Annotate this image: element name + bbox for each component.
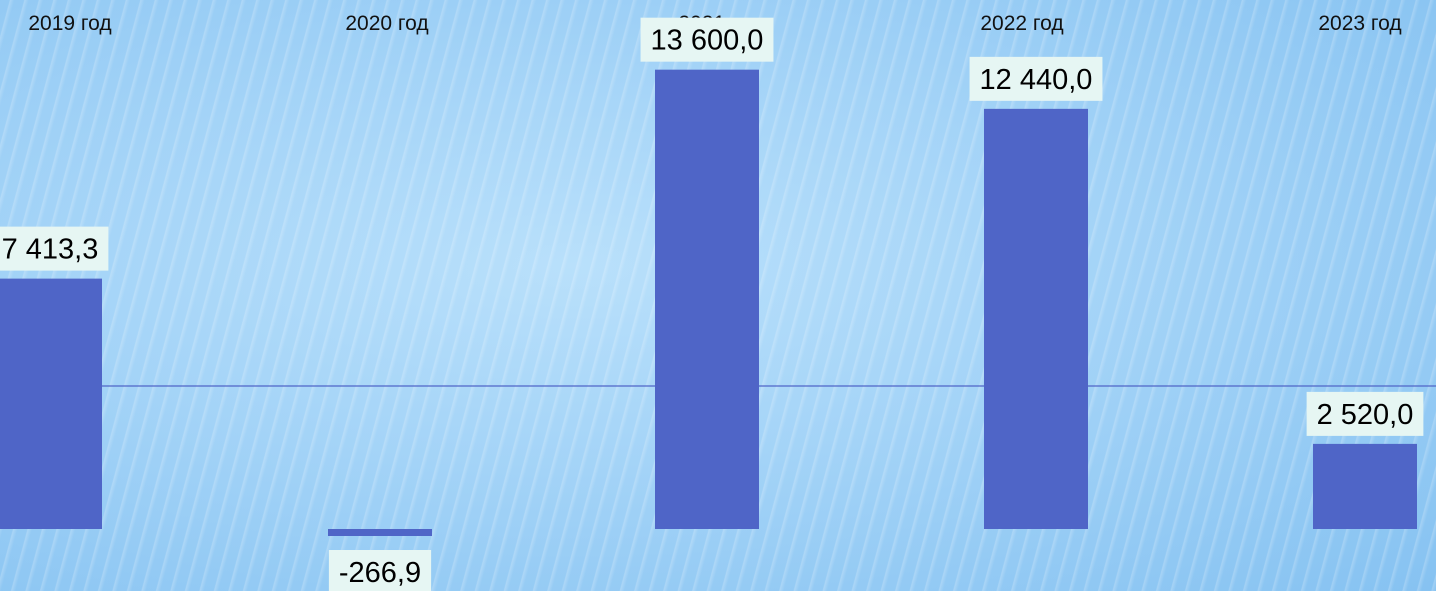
data-label-text: 2 520,0 (1317, 399, 1414, 431)
data-label-background (0, 226, 109, 271)
bar (655, 69, 759, 530)
data-label-text: 12 440,0 (980, 64, 1093, 96)
bar (1313, 443, 1417, 529)
data-label: 13 600,0 (640, 17, 774, 62)
category-label: 2023 год (1318, 12, 1401, 35)
data-label-background (640, 17, 774, 62)
category-label: 2019 год (28, 12, 111, 35)
category-label: 2022 год (980, 12, 1063, 35)
data-label-background (328, 550, 432, 591)
data-label-background (969, 56, 1103, 101)
bar (328, 529, 432, 536)
data-label-background (1306, 391, 1424, 436)
data-label-text: -266,9 (339, 557, 421, 589)
data-label-text: 13 600,0 (651, 25, 764, 57)
data-label: 7 413,3 (0, 226, 109, 271)
category-label: 2020 год (345, 12, 428, 35)
data-label: 12 440,0 (969, 56, 1103, 101)
data-label: -266,9 (328, 550, 432, 591)
bar (0, 278, 102, 529)
data-labels: 7 413,3 -266,9 13 600,0 12 440,0 2 520,0 (0, 17, 1424, 591)
bar (984, 108, 1088, 529)
bars (0, 69, 1417, 536)
data-label-text: 7 413,3 (2, 234, 99, 266)
data-label: 2 520,0 (1306, 391, 1424, 436)
